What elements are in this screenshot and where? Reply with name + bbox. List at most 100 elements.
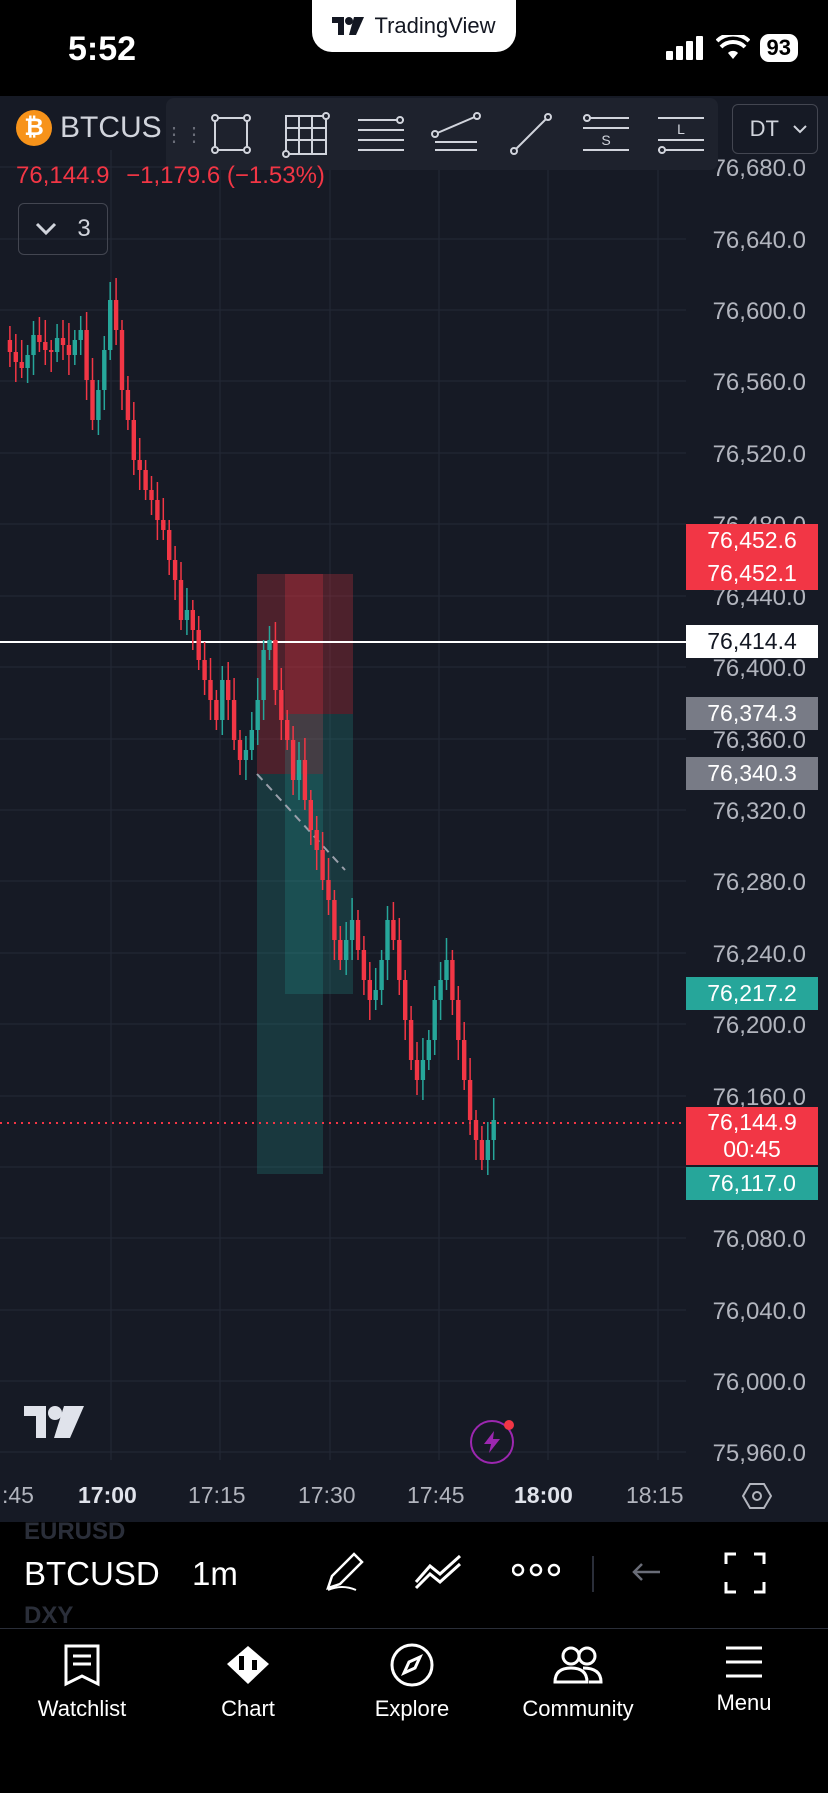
y-axis-label: 76,040.0 (712, 1298, 806, 1325)
candle-body (108, 300, 113, 350)
indicators-count: 3 (77, 215, 91, 242)
candle-body (84, 330, 89, 380)
tab-label: Watchlist (37, 1696, 127, 1721)
candle-body (49, 350, 54, 352)
clock: 5:52 (68, 30, 137, 68)
y-axis-label: 76,200.0 (712, 1012, 806, 1039)
y-axis-label: 76,560.0 (712, 369, 806, 396)
tab-bar (0, 1628, 828, 1793)
candle-body (208, 680, 213, 700)
candle-body (13, 352, 18, 362)
symbol-button[interactable]: BTCUSD (24, 1555, 160, 1592)
rectangle-tool-button[interactable] (194, 104, 269, 164)
y-axis-label: 76,520.0 (712, 441, 806, 468)
horizontal-lines-tool-button[interactable] (344, 104, 419, 164)
symbol-name: BTCUS (60, 111, 162, 144)
candle-body (190, 610, 195, 630)
tab-label: Menu (716, 1690, 772, 1715)
candle-body (143, 470, 148, 490)
tab-explore[interactable]: Explore (342, 1642, 482, 1722)
undo-icon[interactable] (632, 1560, 662, 1584)
x-axis-label: 18:15 (626, 1482, 684, 1508)
short-position-tool-button[interactable]: S (568, 104, 643, 164)
symbol-header[interactable]: ₿ BTCUS (16, 110, 162, 146)
candle-body (37, 335, 42, 342)
status-icons: 93 (665, 34, 798, 62)
candle-body (485, 1140, 490, 1160)
last-price: 76,144.9 (16, 162, 110, 189)
chevron-down-icon (36, 222, 57, 236)
candle-body (172, 560, 178, 580)
x-axis-label: :45 (2, 1482, 34, 1508)
rectangle-tool-icon (211, 114, 252, 154)
candle-body (408, 1020, 414, 1060)
interval-button[interactable]: 1m (192, 1555, 238, 1592)
fullscreen-icon[interactable] (724, 1552, 766, 1594)
chart-grid (0, 150, 686, 1460)
candle-body (90, 380, 95, 420)
watchlist-icon (64, 1644, 100, 1687)
long-position-tool-button[interactable]: L (643, 104, 718, 164)
candle-body (261, 650, 266, 700)
indicators-toggle-button[interactable]: 3 (18, 203, 108, 255)
candle-body (302, 760, 308, 800)
y-axis-label: 76,400.0 (712, 655, 806, 682)
tab-watchlist[interactable]: Watchlist (12, 1642, 152, 1722)
candle-body (379, 960, 384, 990)
horizontal-lines-tool-icon (358, 116, 405, 151)
candle-body (338, 940, 343, 960)
currency-selector[interactable]: DT (732, 104, 818, 154)
trend-lines-tool-icon (431, 112, 481, 151)
candle-body (231, 700, 237, 740)
candle-body (43, 342, 48, 350)
candle-body (125, 390, 131, 420)
line-tool-button[interactable] (493, 104, 568, 164)
candle-body (214, 700, 219, 720)
bar-countdown: 00:45 (723, 1136, 781, 1162)
candle-body (243, 750, 249, 760)
candle-body (137, 460, 142, 470)
lightning-icon (484, 1431, 500, 1453)
candle-body (414, 1060, 420, 1080)
indicators-icon[interactable] (414, 1552, 464, 1592)
price-chart[interactable] (0, 96, 828, 1520)
candle-body (444, 960, 449, 980)
price-tag-stop: 76,452.6 (686, 524, 818, 557)
chart-area[interactable] (0, 96, 828, 1520)
flash-button[interactable] (470, 1420, 514, 1464)
tab-menu[interactable]: Menu (674, 1642, 814, 1716)
target-zone-a (257, 774, 323, 1174)
tab-community[interactable]: Community (508, 1642, 648, 1722)
pencil-icon[interactable] (322, 1550, 366, 1594)
candle-body (202, 660, 207, 680)
candle-body (373, 990, 378, 1000)
bitcoin-logo-icon: ₿ (16, 110, 52, 146)
candle-body (7, 340, 13, 352)
y-axis-label: 76,240.0 (712, 941, 806, 968)
fib-grid-tool-button[interactable] (269, 104, 344, 164)
tab-chart[interactable]: Chart (178, 1642, 318, 1722)
chevron-down-icon (793, 125, 807, 134)
candle-body (349, 920, 355, 940)
candles (7, 278, 496, 1175)
price-change-line: 76,144.9 −1,179.6 (−1.53%) (16, 162, 325, 190)
candle-body (332, 900, 337, 940)
candle-body (467, 1080, 473, 1120)
price-tag-target: 76,117.0 (686, 1167, 818, 1200)
more-options-icon[interactable] (512, 1562, 560, 1578)
chart-settings-icon[interactable] (742, 1482, 772, 1510)
candle-body (326, 880, 331, 900)
drag-handle-icon[interactable]: ⋮⋮ (164, 123, 204, 146)
community-icon (553, 1646, 603, 1684)
trend-lines-tool-button[interactable] (419, 104, 494, 164)
app-pill[interactable]: TradingView (312, 0, 516, 52)
candle-body (273, 640, 278, 690)
price-tag-last: 76,144.9 00:45 (686, 1107, 818, 1165)
candle-body (78, 330, 83, 340)
tab-label: Chart (221, 1696, 275, 1721)
candle-body (54, 338, 60, 352)
x-axis-label: 17:45 (407, 1482, 465, 1508)
chart-tab-icon (227, 1646, 269, 1684)
candle-body (361, 950, 367, 980)
candle-body (267, 640, 272, 650)
